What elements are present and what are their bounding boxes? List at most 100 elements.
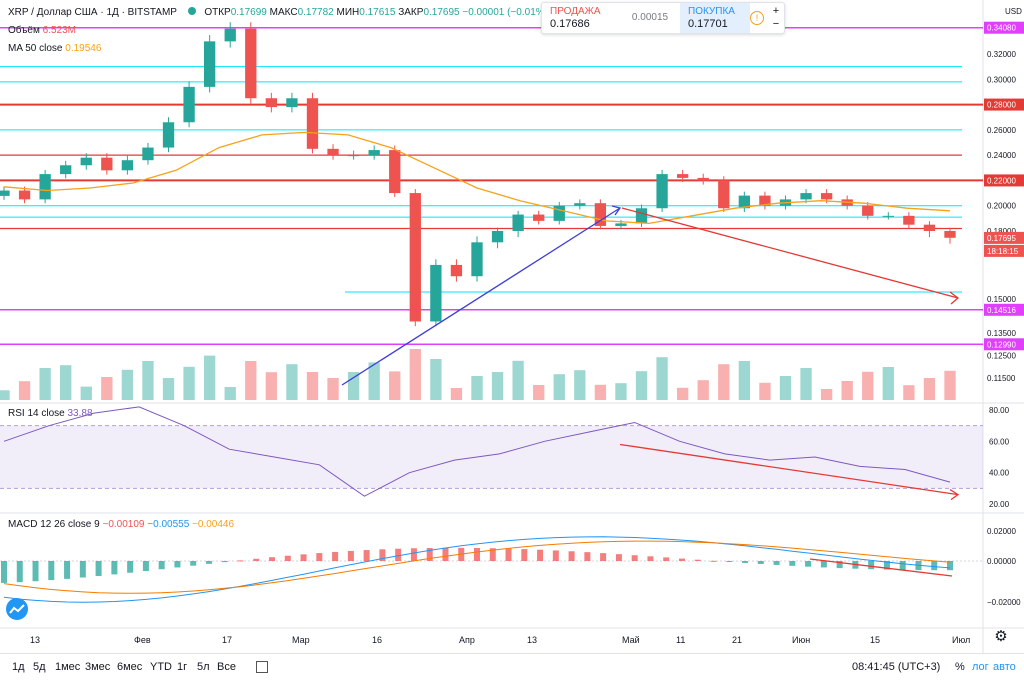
volume-bar [471,376,483,400]
price-tick-label: 0.13500 [987,329,1016,338]
candle [327,148,339,156]
sell-button[interactable]: ПРОДАЖА 0.17686 [542,3,620,33]
candle [738,195,751,209]
macd-histogram-bar [395,548,402,561]
macd-histogram-bar [16,561,23,583]
auto-toggle[interactable]: авто [993,661,1016,673]
volume-value: 6.523M [42,25,77,36]
level-badge-red-bg [984,174,1024,187]
candle [594,203,607,226]
rsi-tick-label: 80.00 [989,406,1010,415]
macd-legend[interactable]: MACD 12 26 close 9 −0.00109 −0.00555 −0.… [8,519,234,530]
volume-bar [676,387,689,400]
macd-tick-label: 0.00000 [987,557,1016,566]
volume-bar [615,383,627,400]
rsi-tick-label: 60.00 [989,437,1010,446]
spread-value: 0.00015 [631,12,669,23]
level-badge-red: 0.22000 [987,176,1016,185]
percent-toggle[interactable]: % [955,661,965,673]
timeframe-1m[interactable]: 1мес [55,661,81,673]
visibility-icon[interactable] [187,7,196,15]
candle [759,195,771,206]
info-icon[interactable]: ! [750,11,764,25]
calendar-icon[interactable] [256,661,268,673]
candle [183,86,195,123]
volume-bar [203,355,216,400]
volume-bar [245,361,257,400]
tradingview-logo-icon[interactable] [6,598,28,620]
volume-bar [142,361,154,400]
volume-bar [697,380,709,400]
candle [60,165,72,175]
candle [944,231,956,238]
time-tick-label: Июл [952,635,970,645]
candle [286,98,298,108]
buy-button[interactable]: ПОКУПКА 0.17701 [680,3,750,33]
chart-canvas[interactable]: 0.32000 0.30000 0.26000 0.24000 0.20000 0.180… [0,0,1024,653]
price-tick-label: 0.26000 [987,126,1016,135]
candle [39,174,51,200]
volume-bar [820,389,833,400]
macd-histogram-bar [836,561,843,569]
uptrend-arrow [341,207,621,386]
level-badge-magenta: 0.14516 [987,306,1016,315]
price-tick-label: 0.30000 [987,75,1016,84]
candle [676,174,689,178]
macd-histogram-bar [931,561,938,571]
level-badge-magenta: 0.12990 [987,340,1016,349]
countdown-badge: 18:18:15 [987,247,1019,256]
price-tick-label: 0.18000 [987,227,1016,236]
macd-histogram-bar [742,561,749,563]
candle [862,205,874,216]
low-value: 0.17615 [359,7,396,18]
timeframe-ytd[interactable]: YTD [150,661,172,673]
volume-bar [80,386,92,400]
macd-histogram-bar [158,561,165,570]
time-tick-label: Апр [459,635,475,645]
ma-legend[interactable]: MA 50 close 0.19546 [8,43,101,54]
candle [389,150,401,194]
macd-histogram-bar [899,561,906,570]
timeframe-5y[interactable]: 5л [197,661,210,673]
volume-bar [224,387,236,400]
level-badge-magenta: 0.34080 [987,24,1016,33]
macd-histogram-bar [64,561,71,579]
close-label: ЗАКР [398,7,424,18]
macd-arrow [809,558,953,577]
timeframe-6m[interactable]: 6мес [117,661,143,673]
macd-histogram-bar [474,547,480,561]
macd-histogram-bar [615,554,622,561]
macd-histogram-bar [111,561,118,575]
candle [245,28,257,99]
candle [203,41,216,87]
rsi-tick-label: 20.00 [989,500,1010,509]
gear-icon[interactable]: ⚙ [994,628,1008,645]
volume-legend[interactable]: Объём 6.523M [8,25,76,36]
log-toggle[interactable]: лог [972,661,989,673]
volume-bar [0,390,10,400]
volume-bar [368,362,380,400]
macd-histogram-bar [805,561,812,567]
price-tick-label: 0.24000 [987,151,1016,160]
volume-bar [60,365,72,400]
timeframe-all[interactable]: Все [217,661,236,673]
volume-bar [430,359,442,400]
rsi-tick-label: 40.00 [989,469,1010,478]
time-tick-label: 11 [676,635,685,645]
candle [471,242,483,277]
rsi-label: RSI 14 close [8,408,65,419]
timeframe-1y[interactable]: 1г [177,661,188,673]
zoom-out-button[interactable]: − [772,18,780,30]
rsi-legend[interactable]: RSI 14 close 33.88 [8,408,93,419]
symbol-title[interactable]: XRP / Доллар США · 1Д · BITSTAMP [8,7,177,18]
candle [430,264,442,322]
timeframe-5d[interactable]: 5д [33,661,46,673]
zoom-in-button[interactable]: + [772,5,780,17]
clock-time[interactable]: 08:41:45 (UTC+3) [852,661,941,673]
macd-histogram-bar [174,561,181,568]
price-tick-label: 0.32000 [987,50,1016,59]
macd-histogram-bar [663,557,670,561]
macd-histogram-bar [190,561,197,566]
timeframe-1d[interactable]: 1д [12,661,25,673]
timeframe-3m[interactable]: 3мес [85,661,111,673]
